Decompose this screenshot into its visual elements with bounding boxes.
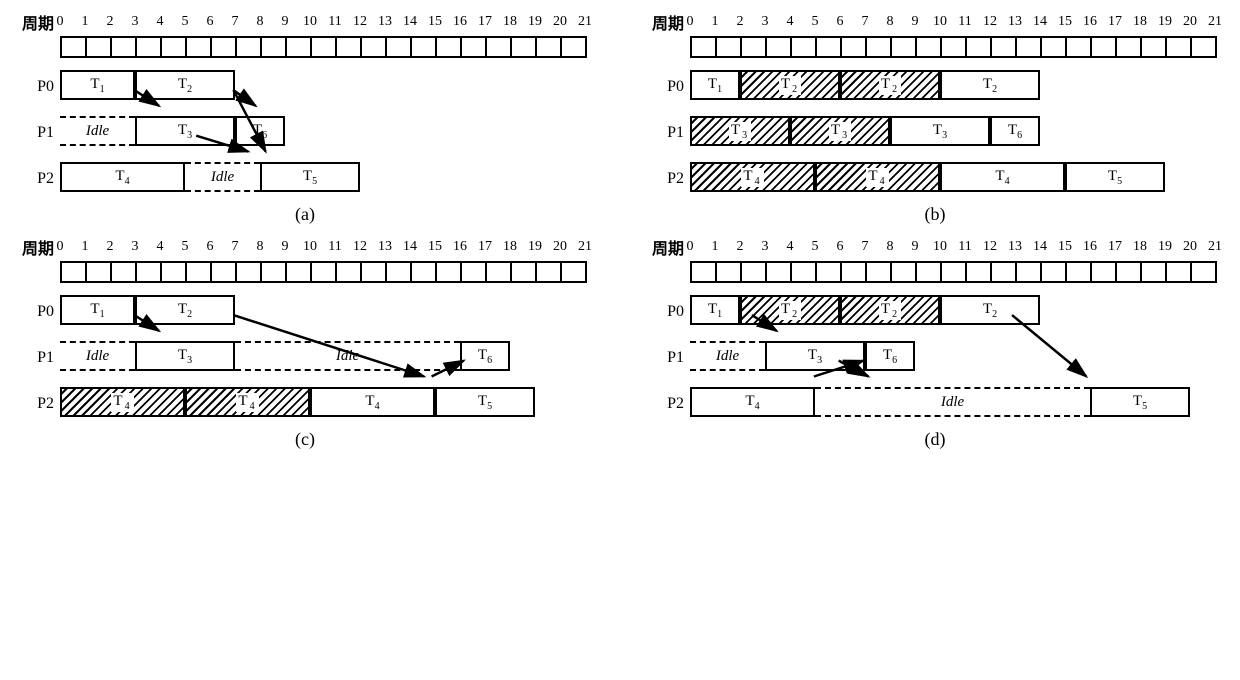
task-block: T4 (690, 162, 815, 192)
task-block: T5 (435, 387, 535, 417)
proc-row: P2T4IdleT5 (10, 162, 600, 196)
cycle-numbers: 0123456789101112131415161718192021 (690, 239, 1230, 255)
proc-label: P2 (640, 395, 690, 413)
panel-caption: (d) (640, 429, 1230, 450)
cycle-numbers: 0123456789101112131415161718192021 (60, 14, 600, 30)
task-block: T2 (940, 70, 1040, 100)
panel-c: 周期0123456789101112131415161718192021 P0T1… (10, 235, 600, 450)
panel-caption: (a) (10, 204, 600, 225)
cycle-label: 周期 (10, 235, 60, 259)
task-block: T4 (690, 387, 815, 417)
task-block: T1 (60, 70, 135, 100)
proc-label: P1 (640, 124, 690, 142)
proc-label: P0 (10, 303, 60, 321)
idle-block: Idle (235, 341, 460, 371)
proc-track: IdleT3T6 (690, 341, 1230, 375)
idle-block: Idle (60, 116, 135, 146)
task-block: T4 (815, 162, 940, 192)
proc-track: T4T4T4T5 (690, 162, 1230, 196)
proc-track: T1T2T2T2 (690, 295, 1230, 329)
proc-label: P0 (10, 78, 60, 96)
proc-row: P1IdleT3IdleT6 (10, 341, 600, 375)
task-block: T2 (740, 70, 840, 100)
proc-track: T1T2 (60, 70, 600, 104)
task-block: T3 (765, 341, 865, 371)
proc-row: P1IdleT3T6 (10, 116, 600, 150)
task-block: T1 (690, 295, 740, 325)
task-block: T1 (60, 295, 135, 325)
proc-row: P2T4T4T4T5 (10, 387, 600, 421)
task-block: T2 (740, 295, 840, 325)
cycle-ruler (690, 261, 1217, 283)
proc-label: P2 (10, 170, 60, 188)
proc-label: P2 (10, 395, 60, 413)
task-block: T3 (690, 116, 790, 146)
task-block: T5 (1065, 162, 1165, 192)
idle-block: Idle (60, 341, 135, 371)
proc-row: P1T3T3T3T6 (640, 116, 1230, 150)
panel-caption: (c) (10, 429, 600, 450)
task-block: T6 (990, 116, 1040, 146)
proc-row: P1IdleT3T6 (640, 341, 1230, 375)
proc-row: P2T4IdleT5 (640, 387, 1230, 421)
proc-track: IdleT3T6 (60, 116, 600, 150)
proc-label: P1 (10, 349, 60, 367)
proc-track: T4IdleT5 (60, 162, 600, 196)
task-block: T6 (865, 341, 915, 371)
proc-track: IdleT3IdleT6 (60, 341, 600, 375)
proc-label: P0 (640, 303, 690, 321)
task-block: T2 (840, 295, 940, 325)
task-block: T4 (60, 387, 185, 417)
panel-caption: (b) (640, 204, 1230, 225)
task-block: T3 (790, 116, 890, 146)
panel-d: 周期0123456789101112131415161718192021 P0T1… (640, 235, 1230, 450)
proc-label: P1 (640, 349, 690, 367)
cycle-label: 周期 (640, 10, 690, 34)
proc-track: T4T4T4T5 (60, 387, 600, 421)
task-block: T2 (840, 70, 940, 100)
proc-track: T1T2T2T2 (690, 70, 1230, 104)
proc-track: T1T2 (60, 295, 600, 329)
proc-label: P1 (10, 124, 60, 142)
task-block: T6 (460, 341, 510, 371)
proc-row: P0T1T2 (10, 70, 600, 104)
cycle-ruler (690, 36, 1217, 58)
task-block: T4 (185, 387, 310, 417)
cycle-numbers: 0123456789101112131415161718192021 (690, 14, 1230, 30)
cycle-numbers: 0123456789101112131415161718192021 (60, 239, 600, 255)
proc-row: P0T1T2T2T2 (640, 70, 1230, 104)
task-block: T5 (1090, 387, 1190, 417)
idle-block: Idle (690, 341, 765, 371)
idle-block: Idle (185, 162, 260, 192)
idle-block: Idle (815, 387, 1090, 417)
cycle-ruler (60, 36, 587, 58)
panel-b: 周期0123456789101112131415161718192021 P0T1… (640, 10, 1230, 225)
proc-label: P2 (640, 170, 690, 188)
proc-label: P0 (640, 78, 690, 96)
task-block: T4 (940, 162, 1065, 192)
cycle-ruler (60, 261, 587, 283)
task-block: T2 (940, 295, 1040, 325)
task-block: T3 (135, 116, 235, 146)
proc-track: T4IdleT5 (690, 387, 1230, 421)
task-block: T4 (310, 387, 435, 417)
cycle-label: 周期 (10, 10, 60, 34)
proc-row: P0T1T2T2T2 (640, 295, 1230, 329)
task-block: T4 (60, 162, 185, 192)
task-block: T1 (690, 70, 740, 100)
cycle-label: 周期 (640, 235, 690, 259)
task-block: T3 (890, 116, 990, 146)
task-block: T3 (135, 341, 235, 371)
proc-row: P2T4T4T4T5 (640, 162, 1230, 196)
proc-track: T3T3T3T6 (690, 116, 1230, 150)
proc-row: P0T1T2 (10, 295, 600, 329)
task-block: T2 (135, 295, 235, 325)
task-block: T2 (135, 70, 235, 100)
task-block: T6 (235, 116, 285, 146)
task-block: T5 (260, 162, 360, 192)
panel-a: 周期0123456789101112131415161718192021 P0T1… (10, 10, 600, 225)
